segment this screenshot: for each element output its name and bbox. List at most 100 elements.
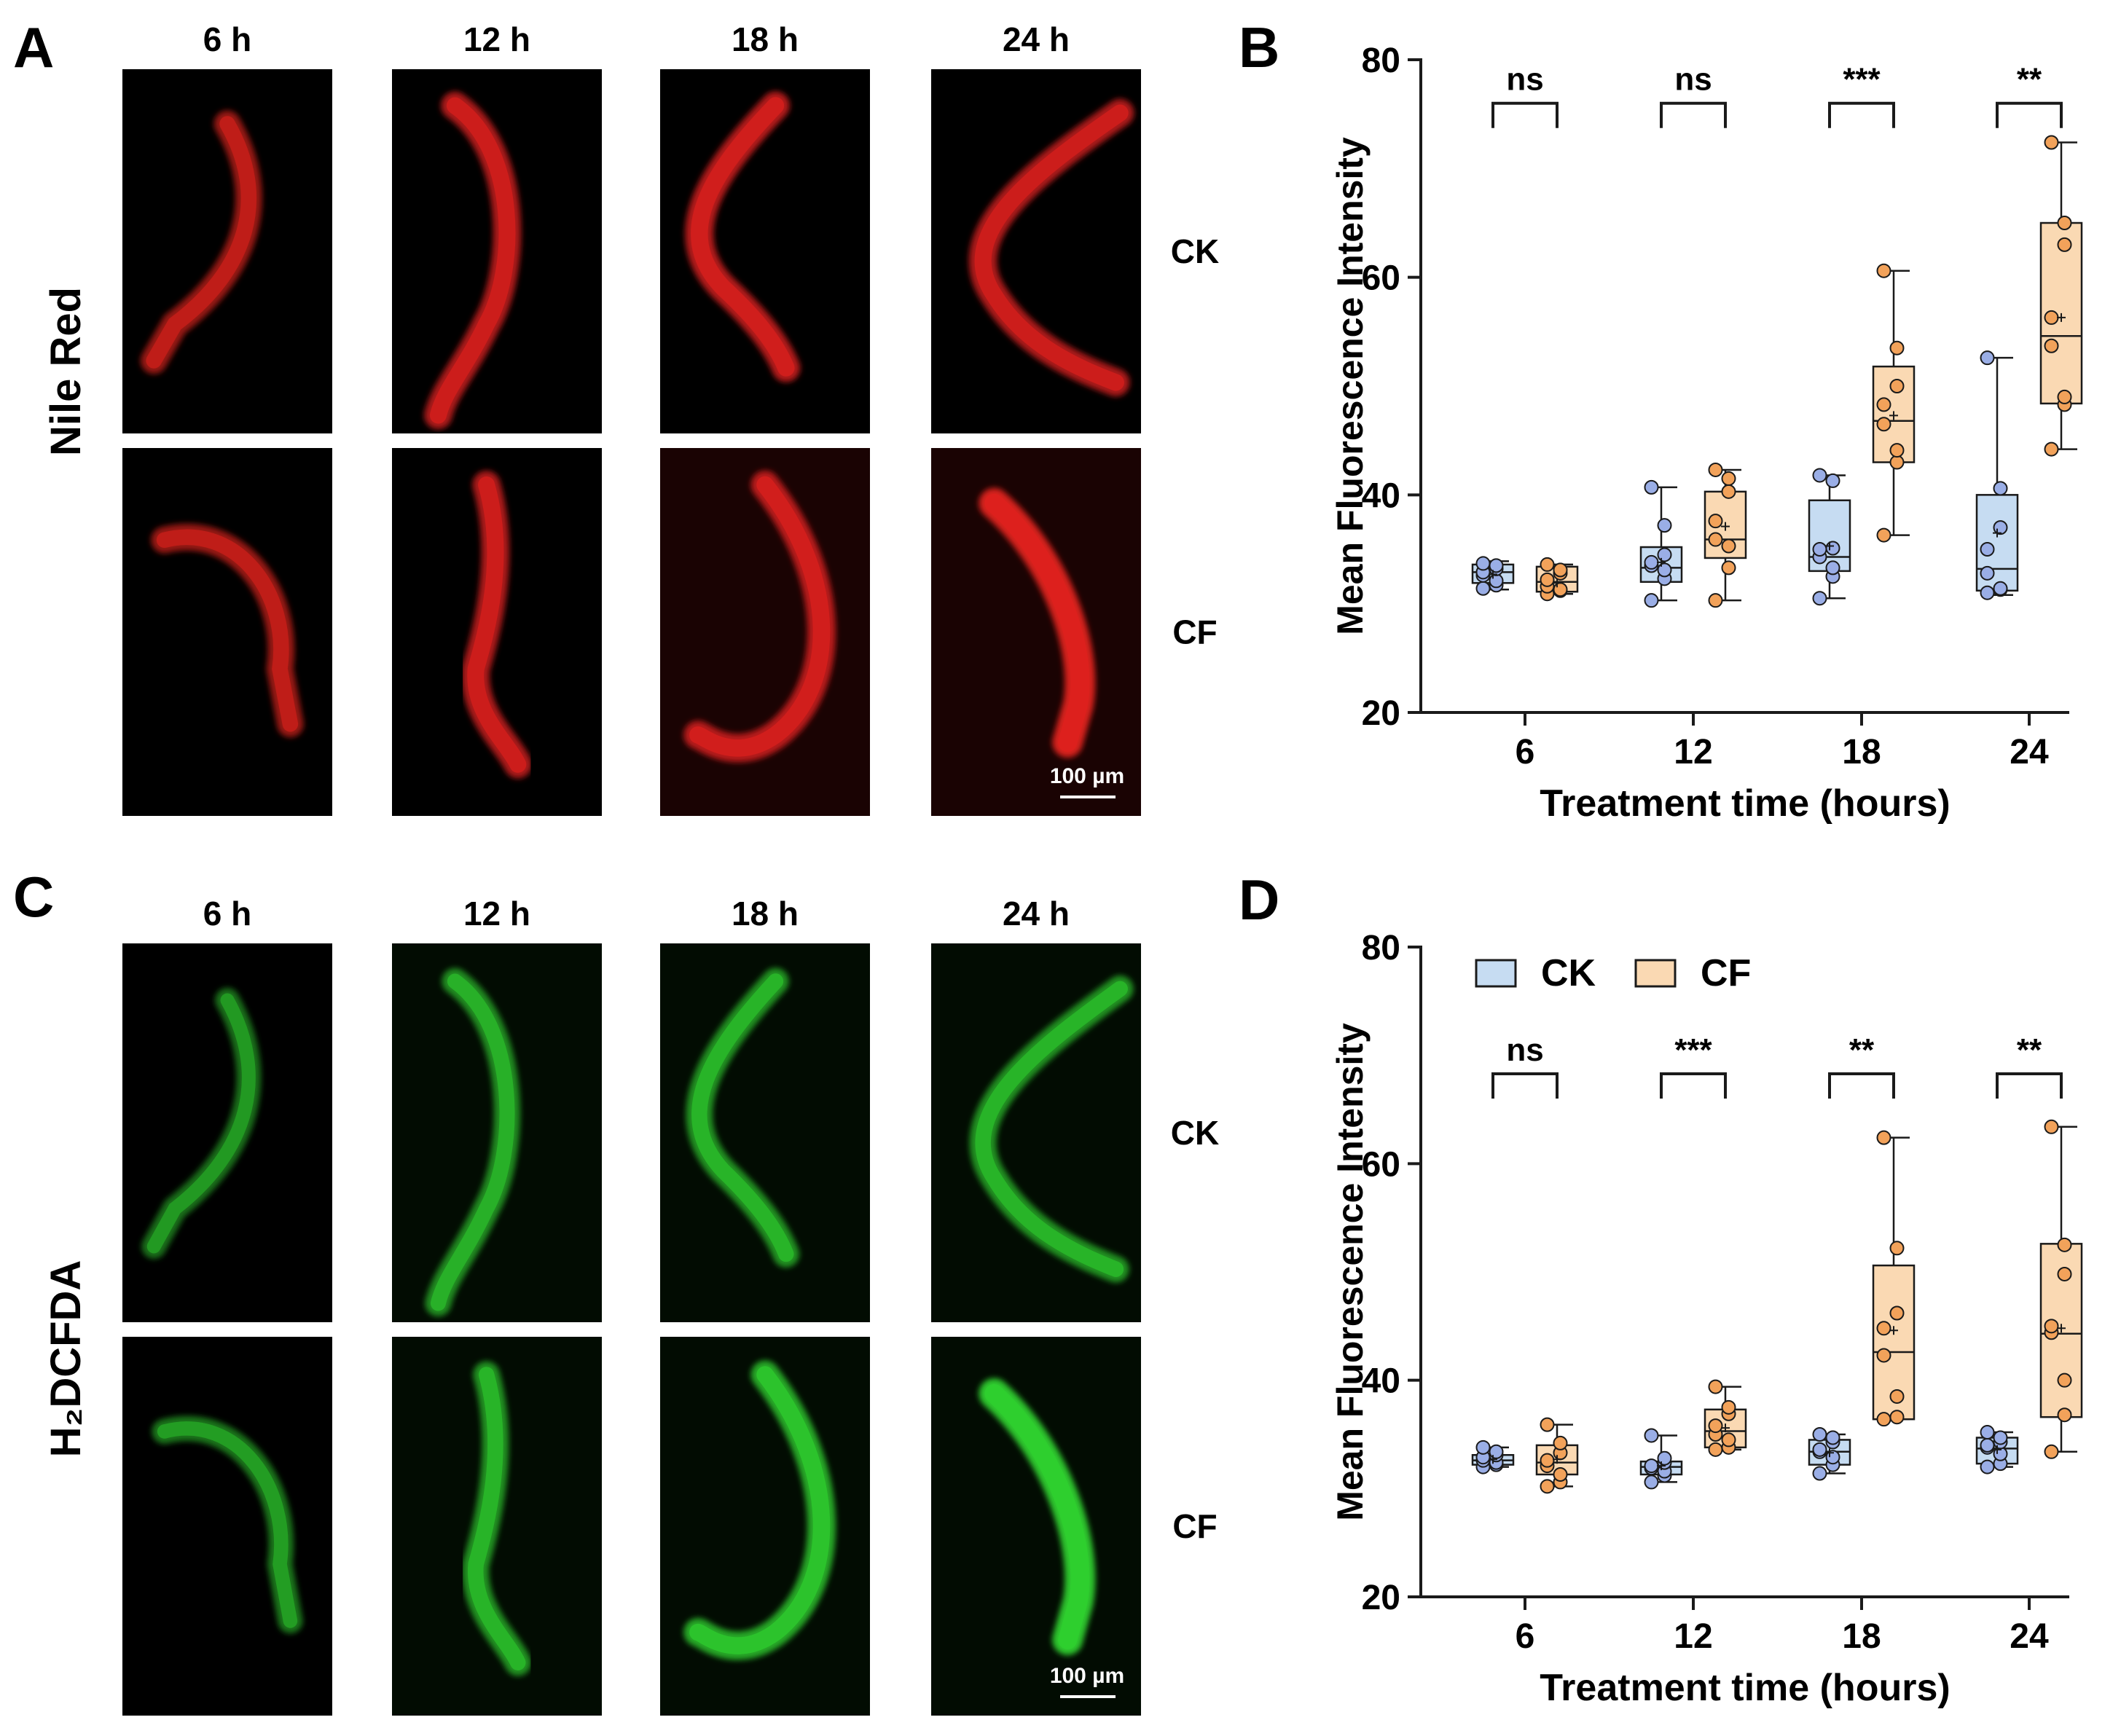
- data-point: [1993, 520, 2008, 535]
- data-point: [1980, 1425, 1995, 1440]
- legend-swatch-cf: [1634, 959, 1677, 988]
- data-point: [1889, 443, 1905, 458]
- chart-d-h2dcfda-intensity: 20 40 60 80 6 12 18 24 Treatment time (hours) Mea…: [1330, 929, 2083, 1709]
- data-point: [1553, 1467, 1568, 1482]
- x-tick-label: 24: [2010, 733, 2049, 771]
- x-tick-label: 12: [1674, 733, 1712, 771]
- y-tick-label: 60: [1362, 1145, 1400, 1184]
- data-point: [1876, 1130, 1891, 1145]
- significance-label: ***: [1674, 1032, 1712, 1068]
- mean-marker: [2057, 313, 2066, 322]
- stain-label: Nile Red: [42, 287, 90, 456]
- panel-label-a: A: [13, 15, 54, 79]
- data-point: [1812, 591, 1827, 606]
- worm-core: [429, 97, 516, 424]
- x-tick-label: 6: [1516, 733, 1535, 771]
- worm-core: [975, 981, 1128, 1277]
- legend-label-ck: CK: [1541, 952, 1596, 994]
- micrograph-cf-24h: [931, 1337, 1141, 1716]
- micrograph-background: [122, 448, 332, 816]
- data-point: [1825, 473, 1840, 488]
- data-point: [1812, 1466, 1827, 1481]
- x-tick-label: 24: [2010, 1617, 2049, 1656]
- h2dcfda-micrograph-grid: 6 h 12 h 18 h 24 h H₂DCFDA CK CF 100 µm: [42, 895, 1219, 1716]
- box-ck-24: [1975, 350, 2019, 600]
- mean-marker: [1657, 1461, 1666, 1471]
- mean-marker: [1489, 1455, 1497, 1464]
- data-point: [1825, 541, 1840, 556]
- significance-label: ***: [1843, 62, 1881, 98]
- mean-marker: [2057, 1324, 2066, 1333]
- data-point: [1980, 350, 1995, 366]
- data-point: [1980, 542, 1995, 557]
- row-label-cf: CF: [1172, 1507, 1217, 1545]
- micrograph-cf-12h: [392, 448, 602, 816]
- micrograph-cf-18h: [660, 1337, 870, 1716]
- data-point: [1889, 1241, 1905, 1256]
- data-point: [1876, 397, 1891, 412]
- x-tick-label: 6: [1516, 1617, 1535, 1656]
- y-axis-title: Mean Fluorescence Intensity: [1330, 137, 1371, 635]
- data-point: [1540, 1417, 1555, 1432]
- significance-bracket: [1491, 1072, 1559, 1099]
- data-point: [1876, 527, 1891, 543]
- data-point: [2044, 441, 2059, 457]
- mean-marker: [1825, 1448, 1834, 1458]
- column-header-0: 6 h: [203, 20, 251, 58]
- scale-bar: [1060, 1695, 1116, 1698]
- x-axis-title: Treatment time (hours): [1540, 1667, 1950, 1709]
- mean-marker: [1889, 1326, 1898, 1335]
- panel-label-d: D: [1239, 868, 1279, 932]
- column-header-2: 18 h: [732, 895, 799, 932]
- data-point: [1708, 1418, 1723, 1434]
- legend: CK CF: [1475, 952, 1751, 994]
- box-ck-6: [1471, 1440, 1515, 1474]
- data-point: [1489, 1444, 1504, 1459]
- worm-core: [691, 973, 794, 1262]
- data-point: [2044, 338, 2059, 353]
- data-point: [1708, 532, 1723, 547]
- data-point: [1657, 1450, 1672, 1466]
- data-point: [2044, 1444, 2059, 1459]
- row-label-ck: CK: [1171, 232, 1219, 270]
- data-point: [1721, 484, 1736, 499]
- data-point: [1876, 263, 1891, 278]
- data-point: [1644, 1428, 1659, 1443]
- data-point: [1553, 562, 1568, 578]
- data-point: [2044, 1119, 2059, 1134]
- significance-label: ns: [1506, 62, 1543, 98]
- row-label-ck: CK: [1171, 1114, 1219, 1152]
- data-point: [1889, 455, 1905, 470]
- column-header-0: 6 h: [203, 895, 251, 932]
- worm-core: [467, 476, 527, 773]
- data-point: [1812, 1442, 1827, 1457]
- worm-core: [146, 116, 256, 369]
- data-point: [2057, 389, 2072, 404]
- significance-6: ns: [1491, 62, 1559, 128]
- box-cf-6: [1535, 1417, 1579, 1494]
- y-tick-label: 40: [1362, 1362, 1400, 1401]
- mean-marker: [1993, 528, 2002, 538]
- box-cf-6: [1535, 557, 1579, 602]
- y-tick-label: 20: [1362, 1579, 1400, 1617]
- micrograph-ck-12h: [392, 943, 602, 1322]
- data-point: [1708, 514, 1723, 529]
- worm-core: [984, 493, 1090, 752]
- significance-bracket: [1996, 1072, 2063, 1099]
- worm-core: [974, 104, 1129, 391]
- data-point: [1876, 417, 1891, 432]
- data-point: [1644, 479, 1659, 495]
- box-ck-18: [1808, 468, 1851, 606]
- data-point: [1980, 585, 1995, 600]
- significance-label: ns: [1674, 62, 1712, 98]
- data-point: [2044, 310, 2059, 325]
- data-point: [1708, 462, 1723, 477]
- data-point: [1657, 547, 1672, 562]
- data-point: [1475, 556, 1491, 571]
- data-point: [1825, 560, 1840, 576]
- significance-12: ns: [1660, 62, 1727, 128]
- significance-bracket: [1828, 101, 1895, 128]
- scale-bar: [1060, 796, 1116, 798]
- data-point: [1657, 518, 1672, 533]
- significance-bracket: [1660, 1072, 1727, 1099]
